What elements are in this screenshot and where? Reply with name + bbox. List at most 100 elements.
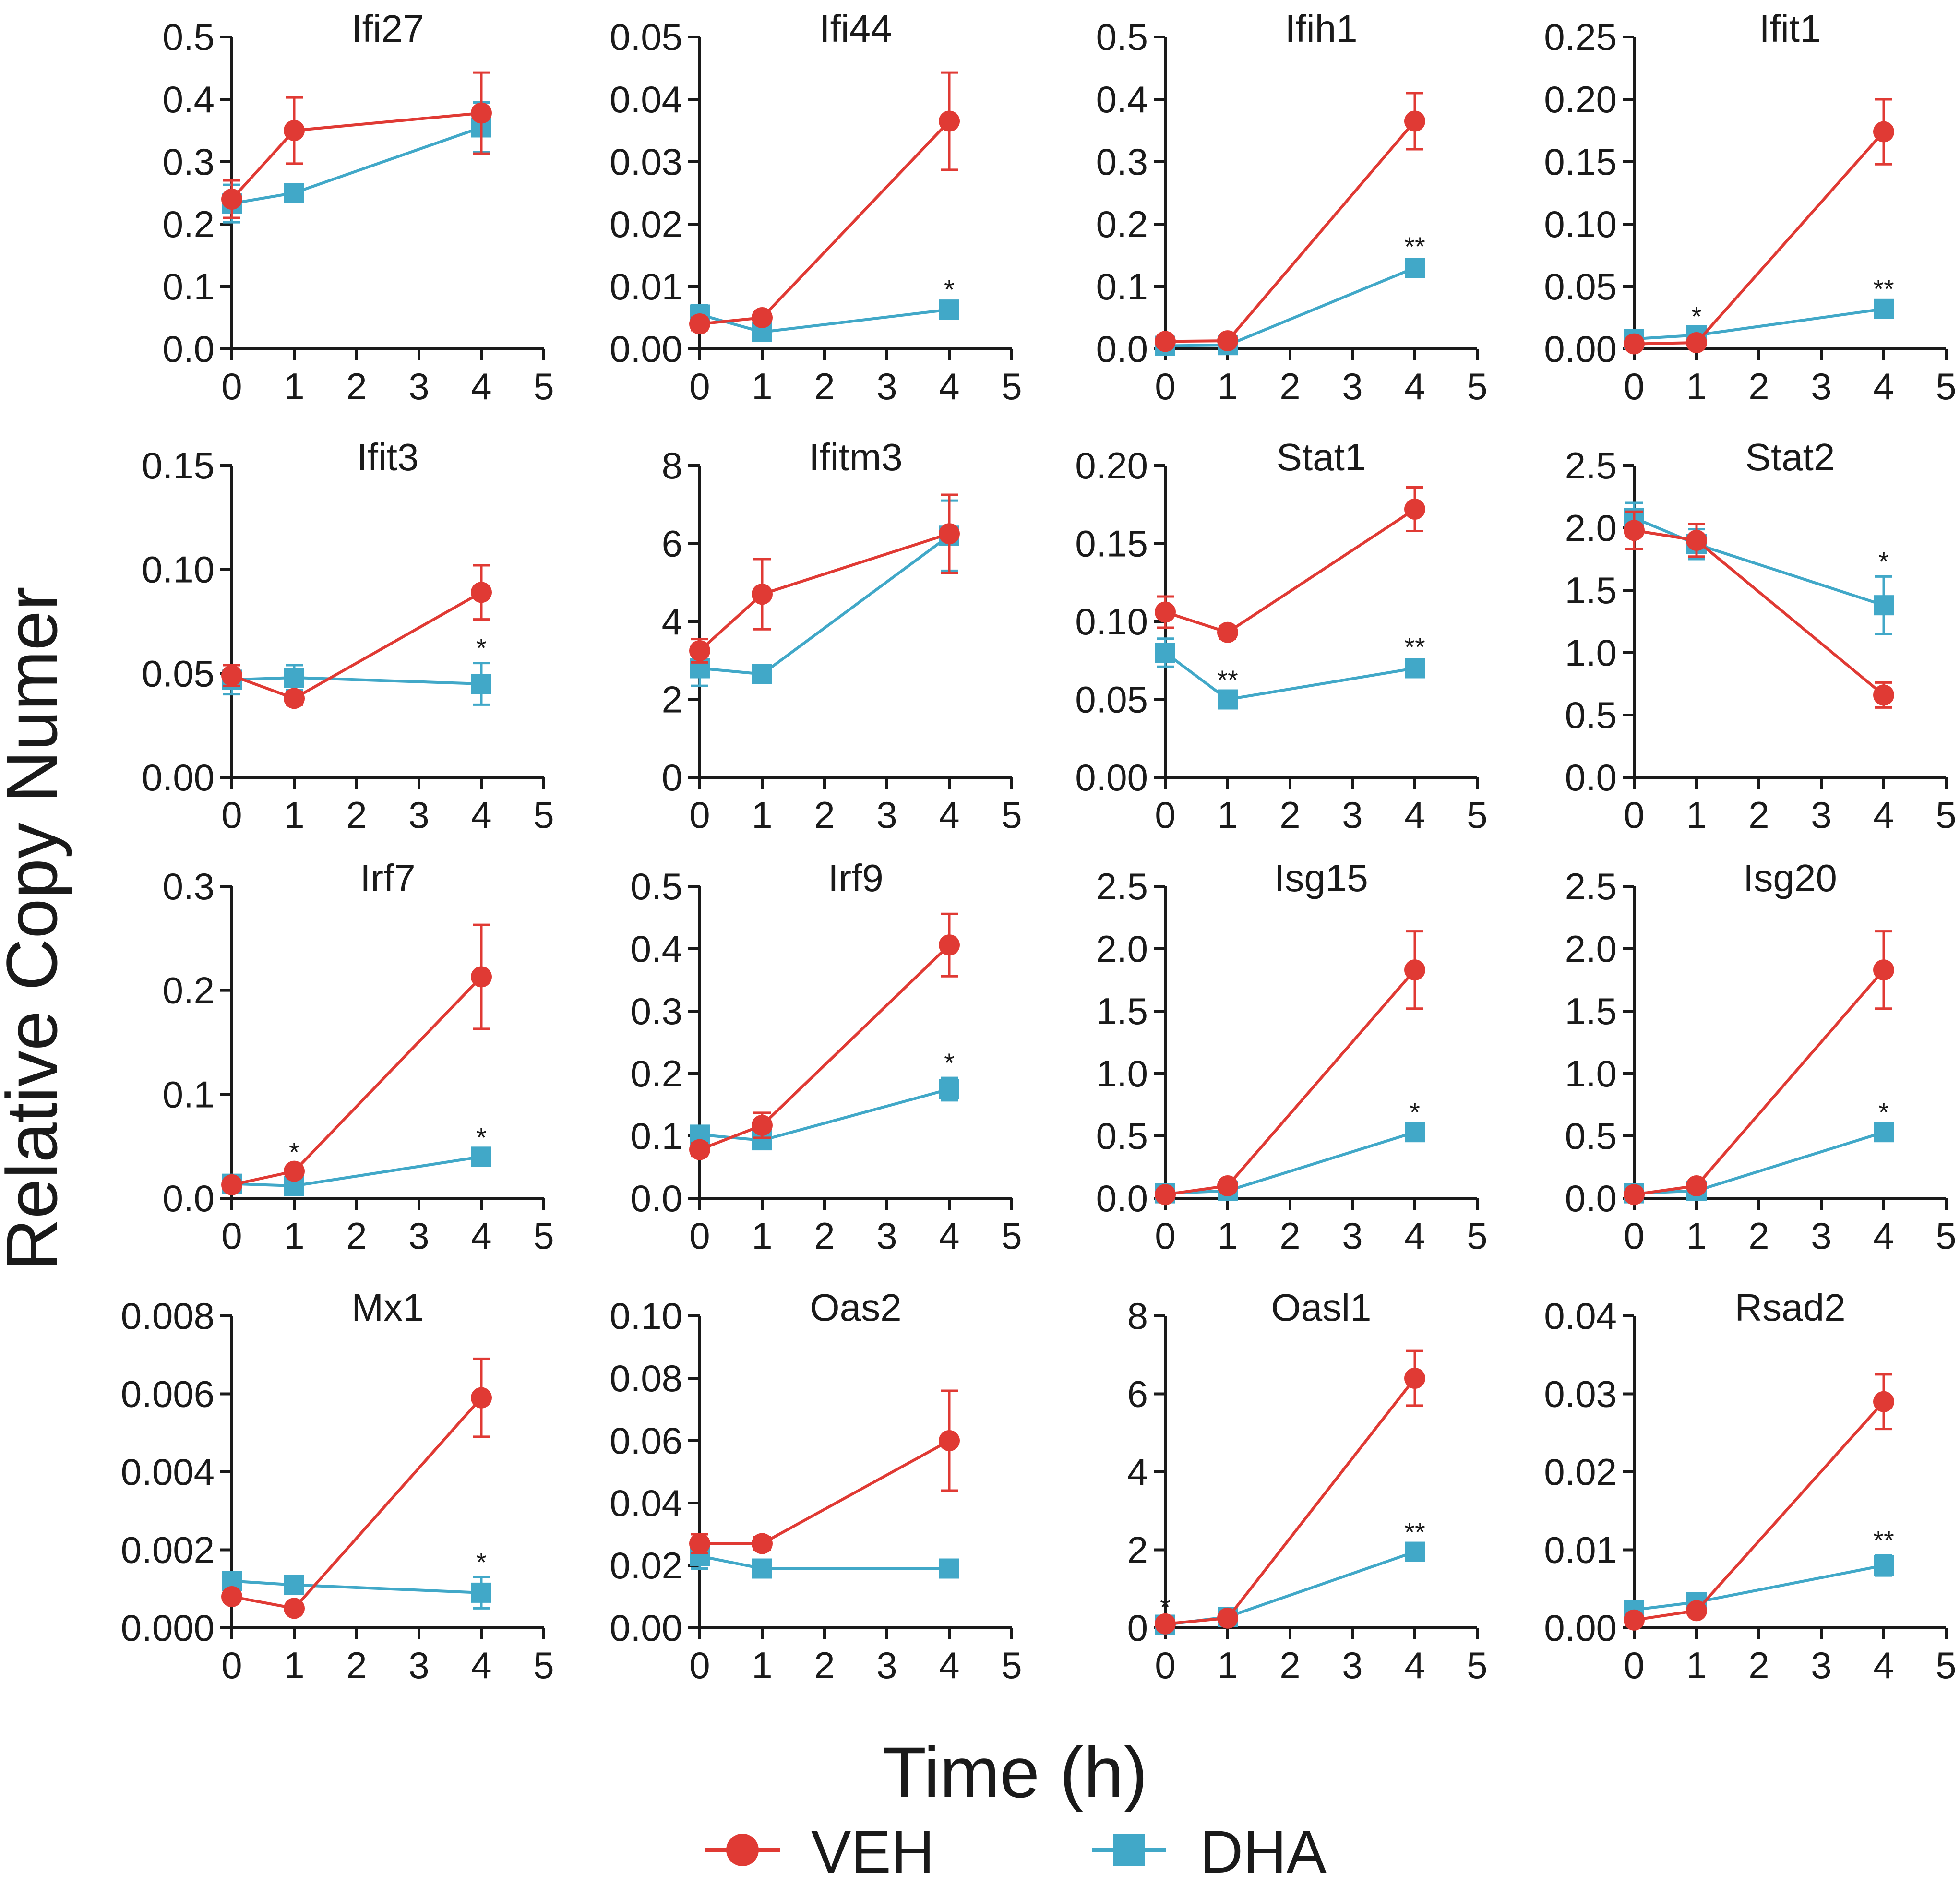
legend: VEH DHA: [705, 1819, 1327, 1886]
y-tick-label: 0.0: [163, 1177, 215, 1219]
y-tick-label: 0.08: [610, 1357, 682, 1399]
x-tick-label: 1: [284, 1215, 304, 1257]
y-tick-label: 0.05: [142, 652, 215, 694]
x-tick-label: 5: [1936, 365, 1956, 407]
series-line-veh: [231, 1397, 483, 1610]
x-tick-label: 5: [533, 365, 554, 407]
data-point-veh: [1624, 333, 1645, 355]
panel-title-irf9: Irf9: [828, 857, 884, 899]
y-tick-label: 2.0: [1565, 507, 1617, 549]
x-tick-label: 2: [1279, 1644, 1300, 1686]
panel-title-ifit1: Ifit1: [1759, 7, 1821, 50]
panel-title-isg15: Isg15: [1274, 857, 1368, 899]
data-point-veh: [752, 584, 773, 605]
series-line-veh: [1165, 120, 1416, 343]
data-point-veh: [1404, 110, 1425, 132]
panel-ifi44: Ifi44 0.00 0.01 0.02 0.03 0.04 0.05 0 1 2 3 4 5 *: [610, 7, 1022, 407]
x-tick-label: 5: [1001, 794, 1022, 836]
x-tick-label: 0: [1155, 1644, 1175, 1686]
data-point-veh: [939, 1430, 960, 1451]
x-tick-label: 4: [471, 365, 491, 407]
data-point-veh: [1404, 1368, 1425, 1389]
y-tick-label: 0.5: [631, 865, 682, 907]
data-point-veh: [752, 1533, 773, 1554]
panel-title-stat1: Stat1: [1277, 436, 1366, 478]
data-point-dha: [1874, 595, 1894, 616]
series-line-dha: [1634, 1564, 1884, 1612]
significance-label: *: [1160, 1592, 1171, 1622]
y-tick-label: 0.04: [610, 1482, 682, 1524]
data-point-veh: [939, 523, 960, 545]
data-point-veh: [689, 1139, 710, 1160]
series-line-veh: [700, 1439, 950, 1545]
x-tick-label: 1: [1686, 1644, 1707, 1686]
x-tick-label: 2: [1279, 1215, 1300, 1257]
x-tick-label: 5: [1936, 1644, 1956, 1686]
y-tick-label: 0.15: [1075, 523, 1148, 565]
y-tick-label: 0.04: [1544, 1295, 1617, 1337]
y-tick-label: 0.01: [1544, 1529, 1617, 1571]
data-point-dha: [1874, 298, 1894, 319]
x-tick-label: 4: [1404, 1644, 1425, 1686]
x-tick-label: 4: [1873, 365, 1894, 407]
x-tick-label: 0: [221, 794, 242, 836]
data-point-veh: [1624, 520, 1645, 541]
y-tick-label: 1.0: [1565, 1052, 1617, 1095]
significance-label: **: [1873, 274, 1894, 304]
x-tick-label: 5: [1936, 794, 1956, 836]
series-line-dha: [699, 1087, 950, 1142]
data-point-dha: [939, 299, 959, 320]
series-line-dha: [231, 1579, 482, 1594]
y-tick-label: 0.15: [142, 444, 215, 487]
data-point-veh: [221, 189, 242, 210]
x-tick-label: 5: [1001, 365, 1022, 407]
y-tick-label: 0.10: [1544, 203, 1617, 245]
significance-label: **: [1873, 1525, 1894, 1555]
panel-title-stat2: Stat2: [1745, 436, 1835, 478]
data-point-veh: [471, 582, 492, 603]
x-tick-label: 5: [1467, 794, 1487, 836]
data-point-veh: [1404, 959, 1425, 981]
x-tick-label: 3: [1342, 1215, 1362, 1257]
data-point-veh: [1155, 1613, 1176, 1635]
data-point-veh: [1155, 331, 1176, 352]
significance-label: *: [476, 633, 487, 663]
series-line-dha: [1634, 307, 1884, 341]
y-tick-label: 2.5: [1565, 444, 1617, 487]
data-point-veh: [471, 966, 492, 988]
y-tick-label: 0.000: [121, 1607, 215, 1649]
series-line-veh: [1165, 508, 1416, 634]
panel-title-mx1: Mx1: [351, 1286, 424, 1329]
data-point-veh: [1217, 330, 1238, 352]
y-tick-label: 1.0: [1096, 1052, 1148, 1095]
x-tick-label: 1: [1686, 1215, 1707, 1257]
y-tick-label: 0.02: [1544, 1451, 1617, 1493]
significance-label: *: [1691, 301, 1702, 332]
y-tick-label: 1.5: [1096, 990, 1148, 1032]
y-tick-label: 0.0: [1096, 1177, 1148, 1219]
y-axis-label: Relative Copy Numer: [0, 586, 72, 1271]
panel-title-ifitm3: Ifitm3: [809, 436, 903, 478]
y-tick-label: 0.05: [1075, 679, 1148, 721]
y-tick-label: 0.00: [142, 756, 215, 799]
y-tick-label: 0.2: [631, 1052, 682, 1095]
x-tick-label: 1: [752, 1644, 772, 1686]
y-tick-label: 8: [662, 444, 682, 487]
x-tick-label: 2: [1748, 1215, 1769, 1257]
x-tick-label: 1: [752, 1215, 772, 1257]
y-tick-label: 0.20: [1544, 78, 1617, 120]
x-tick-label: 2: [1279, 794, 1300, 836]
data-point-veh: [1686, 1175, 1707, 1196]
x-tick-label: 3: [876, 794, 897, 836]
data-point-dha: [1405, 1541, 1425, 1562]
y-tick-label: 0.4: [631, 928, 682, 970]
significance-label: *: [289, 1137, 299, 1167]
x-tick-label: 5: [1467, 1215, 1487, 1257]
x-tick-label: 3: [1811, 794, 1831, 836]
y-tick-label: 2.5: [1096, 865, 1148, 907]
legend-item-dha: DHA: [1092, 1819, 1327, 1886]
data-point-veh: [1155, 1184, 1176, 1206]
y-tick-label: 0.3: [163, 865, 215, 907]
y-tick-label: 2: [662, 679, 682, 721]
y-tick-label: 4: [1127, 1451, 1148, 1493]
